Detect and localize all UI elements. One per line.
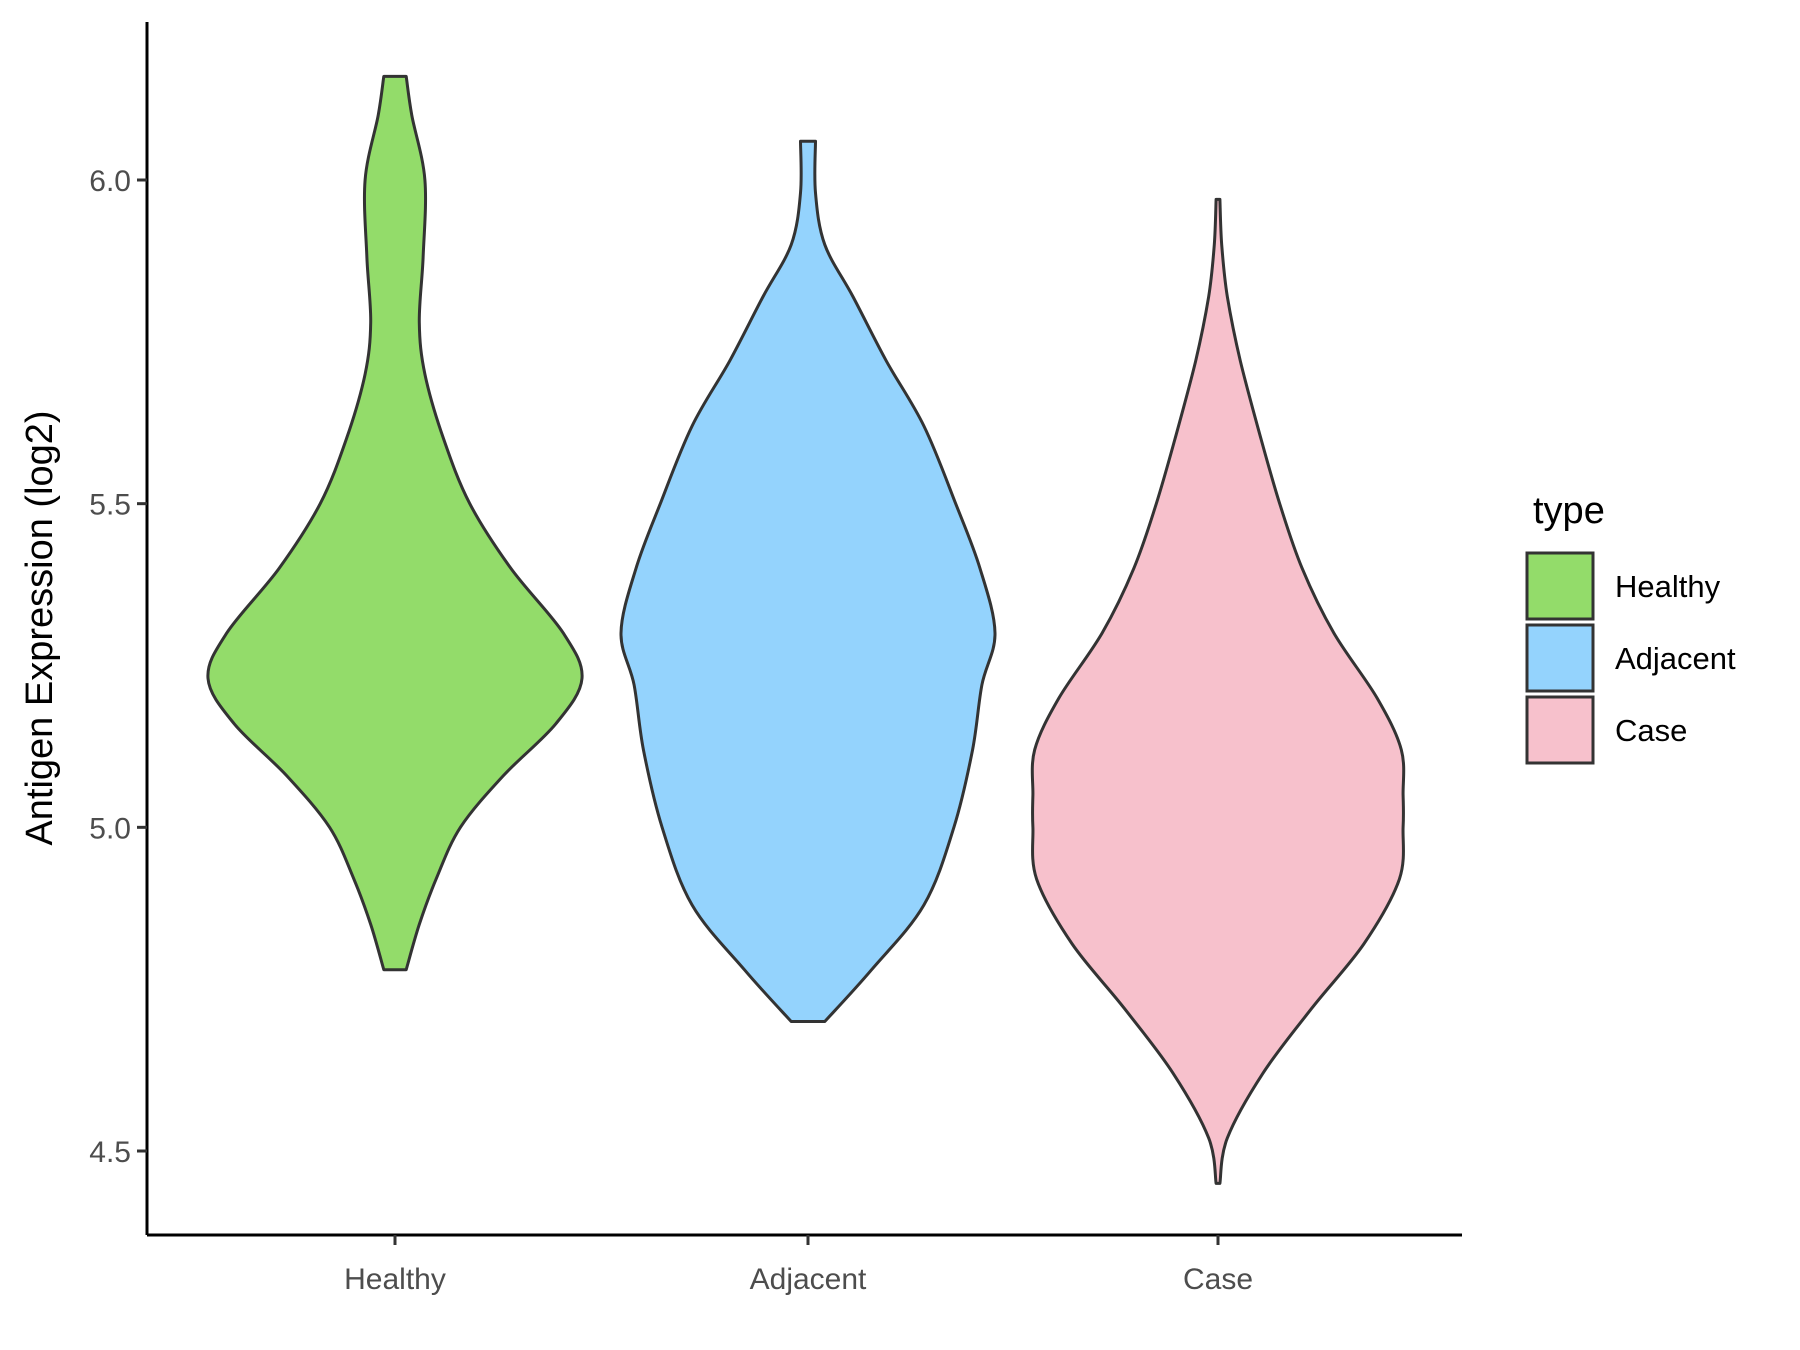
violin-adjacent [619, 139, 997, 1023]
violin-case [1030, 197, 1406, 1185]
legend: type Healthy Adjacent Case [1525, 490, 1736, 765]
x-tick-label-healthy: Healthy [344, 1263, 446, 1296]
violin-layer [206, 74, 1406, 1185]
x-tick-label-case: Case [1183, 1263, 1253, 1296]
x-axis: Healthy Adjacent Case [147, 1233, 1462, 1296]
y-tick-label: 5.5 [89, 489, 131, 522]
legend-key-case [1525, 695, 1595, 765]
y-tick-label: 5.0 [89, 812, 131, 845]
legend-key-healthy [1525, 551, 1595, 621]
legend-label-case: Case [1615, 713, 1687, 748]
y-tick-label: 4.5 [89, 1136, 131, 1169]
legend-label-adjacent: Adjacent [1615, 641, 1736, 676]
legend-label-healthy: Healthy [1615, 569, 1721, 604]
y-tick-label: 6.0 [89, 165, 131, 198]
legend-key-adjacent [1525, 623, 1595, 693]
y-axis: 4.5 5.0 5.5 6.0 [89, 22, 149, 1235]
x-tick-label-adjacent: Adjacent [750, 1263, 867, 1296]
y-axis-title: Antigen Expression (log2) [19, 410, 61, 845]
legend-title: type [1533, 490, 1605, 532]
violin-healthy [206, 74, 584, 972]
